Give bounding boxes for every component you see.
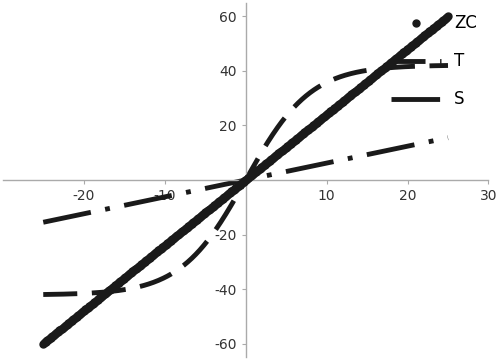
ZC bbox=[436, 22, 442, 26]
S bbox=[445, 136, 451, 140]
ZC bbox=[281, 147, 287, 151]
S bbox=[40, 220, 46, 224]
ZC bbox=[40, 341, 46, 346]
T bbox=[445, 63, 451, 68]
S bbox=[281, 170, 287, 174]
Line: ZC: ZC bbox=[40, 13, 452, 347]
ZC bbox=[232, 186, 238, 190]
S bbox=[235, 179, 241, 184]
T bbox=[372, 67, 378, 71]
T bbox=[436, 63, 442, 68]
S bbox=[436, 138, 442, 142]
Legend: ZC, T, S: ZC, T, S bbox=[388, 11, 480, 112]
ZC bbox=[372, 73, 378, 78]
S bbox=[260, 174, 266, 179]
Line: S: S bbox=[44, 138, 448, 222]
S bbox=[232, 180, 238, 184]
ZC bbox=[445, 14, 451, 19]
T bbox=[232, 196, 238, 200]
T bbox=[260, 149, 266, 153]
S bbox=[372, 151, 378, 155]
ZC bbox=[260, 165, 266, 169]
T bbox=[235, 192, 241, 196]
Line: T: T bbox=[44, 66, 448, 294]
T bbox=[40, 292, 46, 297]
T bbox=[281, 117, 287, 121]
ZC bbox=[235, 184, 241, 188]
